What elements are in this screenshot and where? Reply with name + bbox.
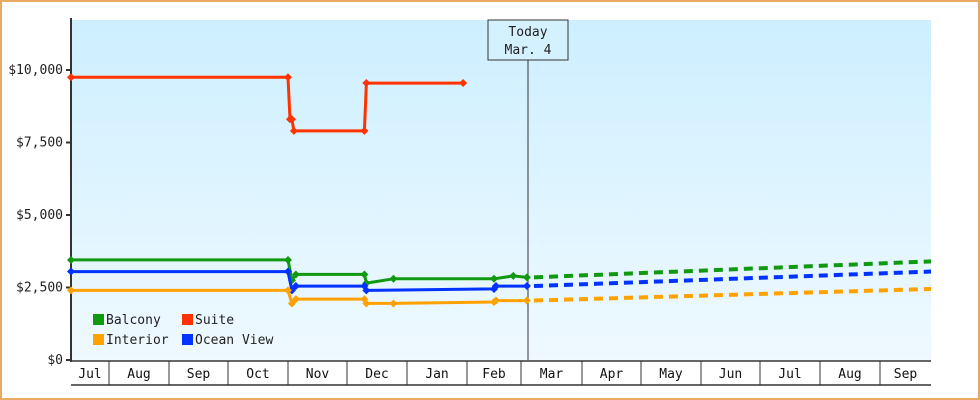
- data-point-marker[interactable]: [291, 295, 300, 304]
- x-tick-label: Nov: [306, 367, 330, 382]
- x-tick-label: Jul: [778, 367, 801, 382]
- legend-label[interactable]: Ocean View: [195, 333, 273, 348]
- data-point-marker[interactable]: [522, 296, 531, 305]
- x-tick-label: Sep: [187, 367, 211, 382]
- data-point-marker[interactable]: [67, 73, 75, 82]
- data-point-marker[interactable]: [490, 274, 498, 283]
- data-point-marker[interactable]: [491, 296, 500, 305]
- x-tick-label: Oct: [246, 367, 269, 382]
- x-tick-label: May: [659, 367, 683, 382]
- data-point-marker[interactable]: [362, 286, 371, 295]
- data-point-marker[interactable]: [509, 271, 518, 280]
- y-tick-label: $10,000: [8, 63, 63, 78]
- data-point-marker[interactable]: [459, 79, 468, 88]
- today-date: Mar. 4: [505, 43, 552, 58]
- x-tick-label: Aug: [838, 367, 861, 382]
- data-point-marker[interactable]: [284, 255, 292, 264]
- series-line-suite: [71, 75, 464, 133]
- y-tick-label: $2,500: [16, 281, 63, 296]
- legend-swatch-balcony: [93, 314, 104, 325]
- y-axis: $0 $2,500 $5,000 $7,500 $10,000: [8, 18, 72, 368]
- x-tick-label: Feb: [482, 367, 506, 382]
- x-tick-label: Apr: [600, 367, 624, 382]
- y-tick-label: $0: [47, 353, 63, 368]
- legend-swatch-ocean-view: [182, 334, 193, 345]
- legend-swatch-interior: [93, 334, 104, 345]
- data-point-marker[interactable]: [284, 73, 292, 82]
- today-marker: Today Mar. 4: [487, 19, 569, 360]
- data-point-marker[interactable]: [291, 282, 300, 291]
- data-point-marker[interactable]: [287, 115, 296, 124]
- data-point-marker[interactable]: [67, 286, 75, 295]
- x-tick-label: Jan: [425, 367, 448, 382]
- x-tick-label: Jul: [78, 367, 101, 382]
- forecast-line-balcony: [533, 259, 932, 280]
- data-point-marker[interactable]: [491, 282, 500, 291]
- data-point-marker[interactable]: [362, 79, 371, 88]
- data-point-marker[interactable]: [389, 274, 398, 283]
- today-label: Today: [508, 25, 547, 40]
- y-tick-label: $5,000: [16, 208, 63, 223]
- x-tick-label: Mar: [540, 367, 564, 382]
- legend-label[interactable]: Interior: [106, 333, 169, 348]
- data-point-marker[interactable]: [360, 126, 369, 135]
- data-point-marker[interactable]: [287, 299, 296, 308]
- data-point-marker[interactable]: [67, 267, 75, 276]
- y-tick-label: $7,500: [16, 136, 63, 151]
- data-point-marker[interactable]: [67, 255, 75, 264]
- data-point-marker[interactable]: [289, 126, 298, 135]
- data-point-marker[interactable]: [284, 267, 292, 276]
- x-tick-label: Dec: [365, 367, 388, 382]
- forecast-line-interior: [533, 286, 932, 303]
- data-point-marker[interactable]: [522, 273, 531, 282]
- x-tick-label: Aug: [127, 367, 150, 382]
- data-point-marker[interactable]: [284, 286, 292, 295]
- series-lines: [67, 73, 932, 308]
- data-point-marker[interactable]: [389, 299, 398, 308]
- data-point-marker[interactable]: [362, 299, 371, 308]
- legend: Balcony Suite Interior Ocean View: [93, 313, 273, 348]
- legend-label[interactable]: Suite: [195, 313, 234, 328]
- data-point-marker[interactable]: [291, 270, 300, 279]
- x-axis: Jul Aug Sep Oct Nov Dec Jan Feb Mar Apr May Jun Jul A…: [71, 360, 931, 386]
- forecast-line-ocean-view: [533, 269, 932, 289]
- x-tick-label: Jun: [719, 367, 742, 382]
- x-tick-label: Sep: [894, 367, 918, 382]
- data-point-marker[interactable]: [360, 270, 369, 279]
- legend-swatch-suite: [182, 314, 193, 325]
- data-point-marker[interactable]: [522, 282, 531, 291]
- legend-label[interactable]: Balcony: [106, 313, 161, 328]
- plot-area: [71, 20, 931, 360]
